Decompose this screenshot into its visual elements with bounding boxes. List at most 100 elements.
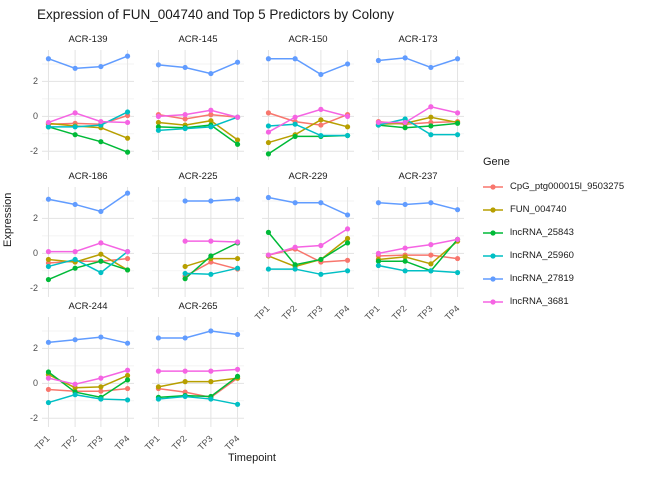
data-point-FUN_004740: [45, 256, 52, 263]
data-point-lncRNA_25843: [124, 267, 131, 273]
series-line-lncRNA_27819: [48, 55, 128, 70]
legend-key-icon: [483, 206, 503, 213]
series-line-lncRNA_3681: [378, 238, 458, 255]
series-line-lncRNA_27819: [158, 61, 238, 75]
data-point-lncRNA_3681: [155, 368, 162, 374]
legend-item-label: lncRNA_25960: [510, 250, 574, 261]
data-point-lncRNA_25960: [98, 269, 104, 276]
legend-item-label: CpG_ptg000015l_9503275: [510, 181, 625, 192]
series-line-CpG_ptg000015l_9503275: [268, 112, 348, 126]
data-point-FUN_004740: [182, 379, 188, 385]
data-point-FUN_004740: [124, 372, 131, 379]
data-point-lncRNA_25960: [124, 397, 131, 403]
series-line-lncRNA_27819: [158, 330, 238, 339]
data-point-lncRNA_3681: [155, 113, 162, 119]
facet-strip-ACR-229: ACR-229: [288, 171, 328, 182]
data-point-lncRNA_27819: [208, 70, 214, 77]
data-point-lncRNA_25843: [98, 139, 104, 145]
data-point-FUN_004740: [344, 235, 351, 242]
data-point-lncRNA_27819: [98, 208, 104, 215]
chart-title: Expression of FUN_004740 and Top 5 Predi…: [37, 7, 394, 22]
y-tick-label: -2: [29, 413, 38, 424]
data-point-lncRNA_3681: [265, 252, 272, 258]
series-line-lncRNA_3681: [158, 109, 238, 118]
series-line-CpG_ptg000015l_9503275: [48, 387, 128, 392]
series-line-CpG_ptg000015l_9503275: [48, 257, 128, 264]
data-point-lncRNA_25960: [208, 124, 214, 130]
data-point-CpG_ptg000015l_9503275: [124, 255, 131, 262]
series-line-lncRNA_27819: [268, 196, 348, 216]
y-tick-label: 2: [32, 343, 38, 354]
data-point-CpG_ptg000015l_9503275: [344, 257, 351, 263]
legend-item-lncRNA_27819: lncRNA_27819: [483, 272, 624, 285]
series-line-CpG_ptg000015l_9503275: [378, 254, 458, 260]
data-point-CpG_ptg000015l_9503275: [208, 112, 214, 118]
data-point-FUN_004740: [265, 139, 272, 146]
facet-panel-ACR-244: [42, 317, 134, 427]
data-point-lncRNA_3681: [428, 104, 434, 110]
data-point-lncRNA_25843: [292, 262, 298, 268]
y-tick-label: 0: [32, 378, 38, 389]
data-point-lncRNA_25960: [155, 396, 162, 402]
data-point-lncRNA_3681: [454, 236, 461, 242]
data-point-lncRNA_3681: [98, 375, 104, 381]
data-point-lncRNA_25843: [45, 369, 52, 375]
y-tick-label: -2: [29, 146, 38, 157]
data-point-lncRNA_25960: [45, 263, 52, 270]
data-point-lncRNA_3681: [182, 368, 188, 374]
data-point-lncRNA_25843: [344, 240, 351, 246]
data-point-lncRNA_27819: [124, 190, 131, 196]
data-point-lncRNA_25960: [208, 271, 214, 277]
data-point-lncRNA_25843: [234, 373, 241, 379]
series-line-FUN_004740: [378, 116, 458, 125]
legend-key-icon: [483, 229, 503, 236]
series-line-lncRNA_25960: [48, 111, 128, 128]
data-point-lncRNA_25960: [265, 266, 272, 272]
data-point-lncRNA_25960: [454, 132, 461, 138]
data-point-lncRNA_25960: [98, 396, 104, 402]
data-point-lncRNA_25843: [234, 141, 241, 147]
data-point-lncRNA_25843: [208, 253, 214, 259]
data-point-lncRNA_3681: [402, 119, 408, 126]
data-point-FUN_004740: [234, 137, 241, 143]
data-point-FUN_004740: [155, 119, 162, 126]
data-point-FUN_004740: [124, 135, 131, 141]
data-point-lncRNA_25960: [318, 271, 324, 277]
series-line-CpG_ptg000015l_9503275: [268, 248, 348, 263]
series-line-lncRNA_27819: [378, 57, 458, 69]
data-point-lncRNA_25960: [124, 109, 131, 115]
data-point-lncRNA_25960: [72, 256, 78, 263]
data-point-lncRNA_25843: [375, 258, 382, 264]
data-point-lncRNA_25960: [72, 124, 78, 130]
data-point-FUN_004740: [428, 261, 434, 267]
series-line-lncRNA_3681: [48, 369, 128, 385]
data-point-lncRNA_27819: [454, 56, 461, 62]
data-point-CpG_ptg000015l_9503275: [98, 388, 104, 394]
legend-item-lncRNA_25843: lncRNA_25843: [483, 226, 624, 239]
data-point-lncRNA_25960: [265, 123, 272, 129]
legend: Gene CpG_ptg000015l_9503275 FUN_004740 lnc…: [483, 156, 624, 318]
data-point-lncRNA_3681: [292, 244, 298, 250]
data-point-lncRNA_25960: [454, 269, 461, 276]
data-point-lncRNA_3681: [45, 249, 52, 255]
data-point-lncRNA_3681: [124, 119, 131, 126]
data-point-lncRNA_25843: [292, 133, 298, 140]
series-line-CpG_ptg000015l_9503275: [48, 114, 128, 125]
data-point-lncRNA_25843: [402, 125, 408, 131]
data-point-lncRNA_27819: [182, 198, 188, 204]
data-point-lncRNA_27819: [155, 62, 162, 68]
data-point-lncRNA_3681: [124, 249, 131, 255]
data-point-lncRNA_27819: [375, 57, 382, 64]
facet-strip-ACR-173: ACR-173: [398, 34, 438, 45]
data-point-lncRNA_27819: [72, 201, 78, 208]
data-point-lncRNA_27819: [318, 200, 324, 206]
data-point-lncRNA_25960: [182, 393, 188, 400]
data-point-lncRNA_27819: [454, 207, 461, 213]
data-point-lncRNA_3681: [375, 250, 382, 256]
data-point-lncRNA_25960: [234, 401, 241, 407]
facet-panel-ACR-173: [372, 50, 464, 160]
data-point-lncRNA_27819: [402, 201, 408, 208]
facet-strip-ACR-150: ACR-150: [288, 34, 328, 45]
data-point-lncRNA_3681: [318, 106, 324, 112]
series-line-lncRNA_25843: [48, 260, 128, 281]
